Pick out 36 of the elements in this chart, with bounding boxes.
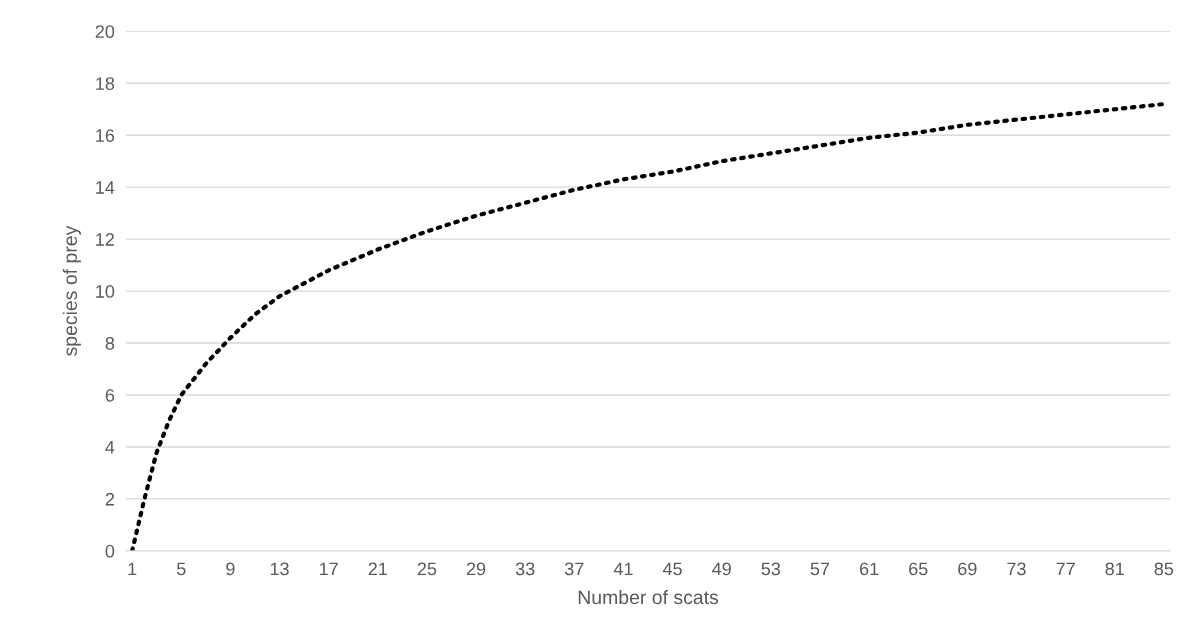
x-tick-label: 69 [958,562,977,576]
x-tick-label: 45 [662,562,682,576]
y-tick-label: 16 [96,129,115,142]
y-tick-label: 14 [96,181,115,194]
y-tick-label: 0 [105,544,115,558]
x-tick-label: 41 [613,562,633,576]
x-tick-label: 17 [319,562,338,576]
y-tick-label: 10 [96,285,115,298]
x-tick-label: 5 [176,562,186,576]
x-tick-label: 65 [909,562,928,576]
line-series [130,101,1166,551]
x-tick-label: 13 [270,562,289,576]
x-tick-label: 25 [417,562,437,576]
x-tick-label: 49 [712,562,731,576]
x-tick-label: 37 [564,562,584,576]
x-tick-label: 77 [1056,562,1075,576]
x-tick-label: 73 [1007,562,1026,576]
x-tick-label: 85 [1154,562,1174,576]
y-tick-label: 4 [105,441,115,454]
x-tick-label: 29 [466,562,486,576]
x-tick-label: 1 [128,562,137,576]
x-tick-label: 9 [226,562,235,576]
y-tick-label: 6 [105,388,115,402]
x-axis-title: Number of scats [578,589,719,605]
y-tick-label: 8 [105,336,115,350]
y-tick-label: 12 [96,233,114,246]
x-tick-label: 61 [859,562,879,576]
y-tick-label: 2 [105,492,114,506]
y-tick-label: 20 [95,25,115,39]
x-tick-label: 53 [761,562,781,576]
x-tick-label: 81 [1105,562,1124,576]
x-tick-label: 57 [810,562,830,576]
y-axis-title: species of prey [62,225,81,356]
y-tick-label: 18 [96,77,115,90]
x-tick-label: 21 [368,562,387,576]
x-tick-label: 33 [515,562,535,576]
